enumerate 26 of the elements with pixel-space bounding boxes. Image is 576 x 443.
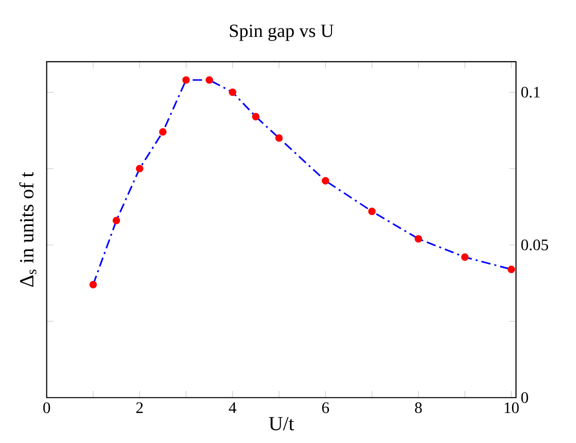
point	[89, 280, 97, 288]
y-tick-label: 0.1	[521, 86, 540, 98]
x-tick-label: 0	[43, 402, 50, 414]
x-tick-label: 8	[415, 402, 422, 414]
y-tick-label: 0.05	[521, 239, 548, 250]
point	[112, 216, 120, 224]
point	[136, 164, 144, 172]
point	[508, 266, 516, 274]
point	[368, 208, 376, 216]
chart-title: Spin gap vs U	[230, 24, 334, 41]
point	[159, 128, 167, 136]
x-tick-label: 2	[136, 402, 143, 413]
x-tick-label: 10	[504, 402, 519, 414]
point	[275, 134, 283, 142]
point	[252, 112, 260, 120]
y-tick-label: 0	[521, 392, 528, 404]
point	[322, 177, 330, 185]
x-tick-label: 4	[228, 402, 236, 413]
x-tick-label: 6	[322, 402, 330, 414]
point	[414, 235, 422, 243]
point	[228, 88, 236, 96]
x-axis-title: U/t	[268, 416, 294, 430]
point	[182, 76, 190, 84]
y-axis-title: Δ$_{s}$ in units of t	[19, 172, 36, 287]
point	[461, 253, 469, 261]
point	[206, 76, 214, 84]
